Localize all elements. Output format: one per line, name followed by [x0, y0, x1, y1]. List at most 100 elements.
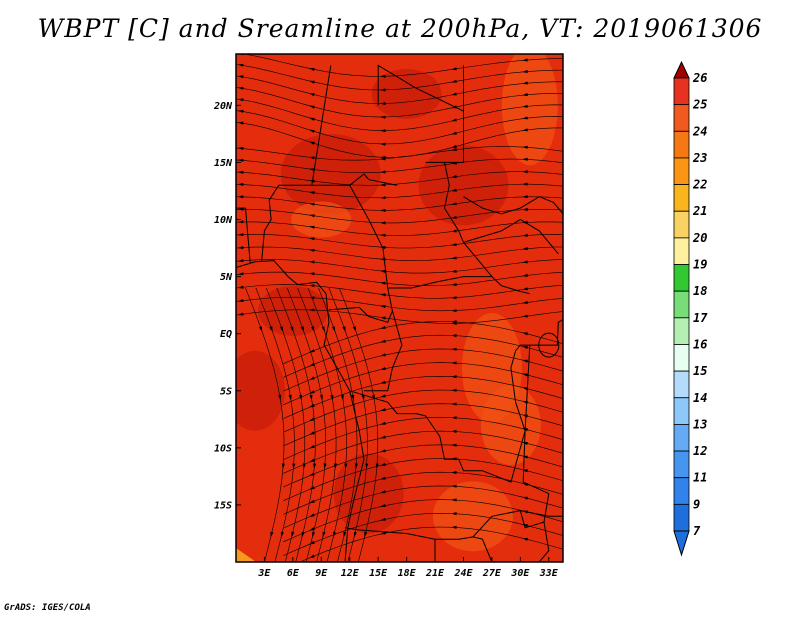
field-shade-8: [432, 481, 513, 552]
streamline-arrow: [237, 170, 244, 174]
streamline-arrow: [522, 233, 528, 237]
streamline-15: [236, 246, 563, 261]
colorbar-segment: [673, 317, 690, 345]
colorbar-segment: [673, 370, 690, 399]
streamline-arrow: [451, 402, 457, 406]
streamline-arrow: [288, 394, 292, 401]
streamline-arrow: [522, 359, 528, 363]
streamline-arrow: [379, 269, 386, 273]
streamline-arrow: [380, 517, 386, 521]
streamline-arrow: [379, 293, 386, 297]
colorbar-segment: [673, 264, 690, 292]
streamline-arrow: [343, 531, 347, 538]
border-0: [236, 260, 365, 562]
lon-tick-label: 12E: [341, 568, 360, 579]
border-17: [463, 218, 559, 255]
streamline-arrow: [237, 220, 244, 224]
lat-tick-label: 10N: [214, 215, 233, 226]
streamline-arrow: [522, 93, 528, 97]
streamline-arrow: [522, 81, 528, 85]
streamline-arrow: [309, 117, 315, 121]
streamline-arrow: [380, 367, 386, 370]
streamline-arrow: [309, 458, 315, 463]
streamline-arrow: [270, 531, 274, 538]
streamline-arrow: [309, 394, 313, 401]
streamline-42: [297, 287, 337, 562]
streamline-arrow: [309, 431, 315, 435]
streamline-arrow: [379, 129, 386, 133]
chart-title: WBPT [C] and Sreamline at 200hPa, VT: 20…: [37, 14, 763, 43]
streamline-16: [236, 259, 563, 274]
streamline-arrow: [309, 417, 315, 422]
streamline-20: [236, 309, 563, 324]
streamline-13: [236, 221, 563, 236]
streamline-arrow: [237, 195, 244, 199]
streamline-arrow: [269, 326, 273, 332]
streamline-arrow: [451, 131, 457, 135]
streamline-arrow: [351, 394, 355, 401]
streamline-29: [283, 430, 563, 474]
streamline-7: [236, 146, 563, 161]
streamline-arrow: [322, 531, 326, 538]
streamline-arrow: [237, 246, 244, 250]
streamline-21: [283, 321, 563, 364]
border-4: [387, 276, 530, 295]
streamline-arrow: [379, 233, 386, 237]
streamline-arrow: [451, 471, 457, 475]
field-shade-2: [280, 133, 381, 214]
streamline-arrow: [379, 281, 386, 285]
streamline-41: [286, 287, 327, 562]
colorbar-label: 18: [693, 284, 707, 298]
streamline-17: [236, 271, 563, 287]
streamline-arrow: [361, 394, 365, 401]
streamline-arrow: [380, 449, 386, 453]
streamline-arrow: [237, 158, 244, 162]
streamline-arrow: [522, 524, 528, 528]
streamline-arrow: [451, 202, 457, 206]
streamline-arrow: [323, 463, 327, 470]
colorbar-label: 25: [692, 98, 707, 112]
border-13: [236, 207, 251, 263]
colorbar-segment: [673, 210, 690, 239]
streamline-arrow: [451, 144, 457, 148]
streamline-40: [276, 287, 316, 562]
field-shade-6: [480, 385, 541, 466]
streamline-arrow: [522, 157, 528, 161]
streamline-arrow: [380, 339, 386, 343]
streamline-arrow: [380, 462, 386, 466]
border-16: [463, 196, 563, 215]
streamline-arrow: [308, 68, 315, 71]
border-10: [377, 64, 464, 112]
streamline-arrow: [451, 320, 457, 324]
streamline-arrow: [237, 182, 244, 186]
streamline-arrow: [313, 463, 317, 470]
streamline-arrow: [380, 408, 386, 412]
streamline-39: [266, 287, 306, 562]
streamline-arrow: [354, 463, 358, 470]
border-15: [311, 65, 332, 186]
streamline-9: [236, 171, 563, 186]
streamline-arrow: [237, 109, 244, 113]
colorbar-segment: [673, 104, 690, 132]
streamline-arrow: [308, 260, 315, 264]
streamline-3: [236, 87, 563, 118]
lon-tick-label: 27E: [482, 568, 502, 579]
lat-tick-label: 20N: [213, 101, 233, 112]
streamline-arrow: [302, 463, 306, 470]
streamline-arrow: [451, 498, 457, 502]
streamline-arrow: [380, 476, 386, 480]
colorbar-label: 13: [693, 417, 707, 431]
streamline-arrow: [380, 421, 386, 425]
streamline-38: [255, 287, 295, 562]
colorbar-segment: [673, 290, 690, 319]
streamline-arrow: [522, 537, 528, 541]
streamline-arrow: [364, 531, 368, 538]
streamline-arrow: [309, 444, 315, 449]
lon-tick-label: 18E: [398, 568, 417, 579]
streamline-43: [307, 287, 347, 562]
streamline-arrow: [379, 88, 386, 92]
streamline-arrow: [451, 269, 457, 273]
streamline-35: [283, 512, 563, 556]
colorbar-max-arrow: [673, 60, 690, 79]
colorbar-label: 24: [692, 124, 707, 138]
